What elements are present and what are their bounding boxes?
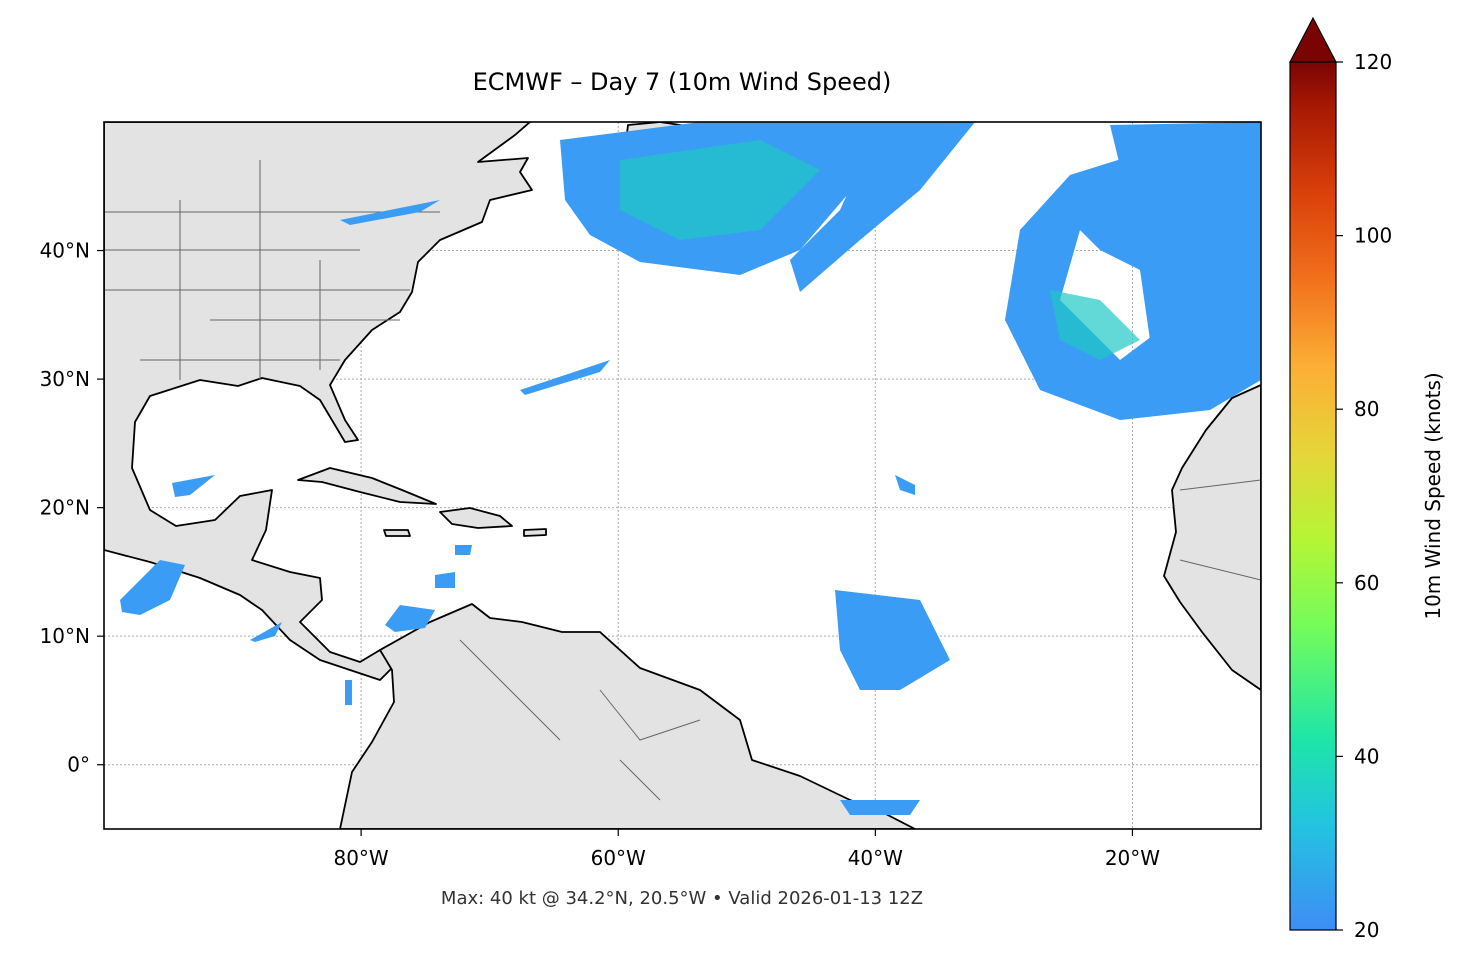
colorbar-tick-label: 40: [1354, 744, 1379, 768]
state-borders: [104, 160, 1261, 801]
colorbar-tick-label: 80: [1354, 397, 1379, 421]
colorbar-label: 10m Wind Speed (knots): [1421, 372, 1445, 619]
x-tick-label: 40°W: [848, 846, 903, 870]
colorbar-tick-label: 20: [1354, 918, 1379, 942]
chart-title: ECMWF – Day 7 (10m Wind Speed): [473, 68, 892, 96]
y-tick-label: 30°N: [40, 367, 90, 391]
cuba: [297, 467, 437, 505]
colorbar: [1289, 61, 1337, 931]
y-tick-label: 40°N: [40, 239, 90, 263]
hispaniola: [439, 507, 513, 529]
colorbar-tick-label: 60: [1354, 571, 1379, 595]
x-tick-label: 20°W: [1105, 846, 1160, 870]
map-frame: [103, 121, 1262, 830]
x-tick-label: 60°W: [591, 846, 646, 870]
wind-field: [120, 122, 1261, 815]
puerto-rico: [523, 528, 547, 537]
jamaica: [383, 529, 411, 537]
colorbar-tick-label: 120: [1354, 50, 1392, 74]
south-america: [339, 603, 916, 829]
map-area: [104, 122, 1261, 829]
y-tick-label: 0°: [67, 753, 90, 777]
colorbar-tick-label: 100: [1354, 224, 1392, 248]
africa: [1163, 384, 1261, 691]
x-tick-label: 80°W: [333, 846, 388, 870]
y-tick-label: 20°N: [40, 496, 90, 520]
north-central-america: [104, 122, 533, 681]
footnote: Max: 40 kt @ 34.2°N, 20.5°W • Valid 2026…: [441, 888, 923, 909]
y-tick-label: 10°N: [40, 624, 90, 648]
wind-core: [620, 140, 1140, 360]
